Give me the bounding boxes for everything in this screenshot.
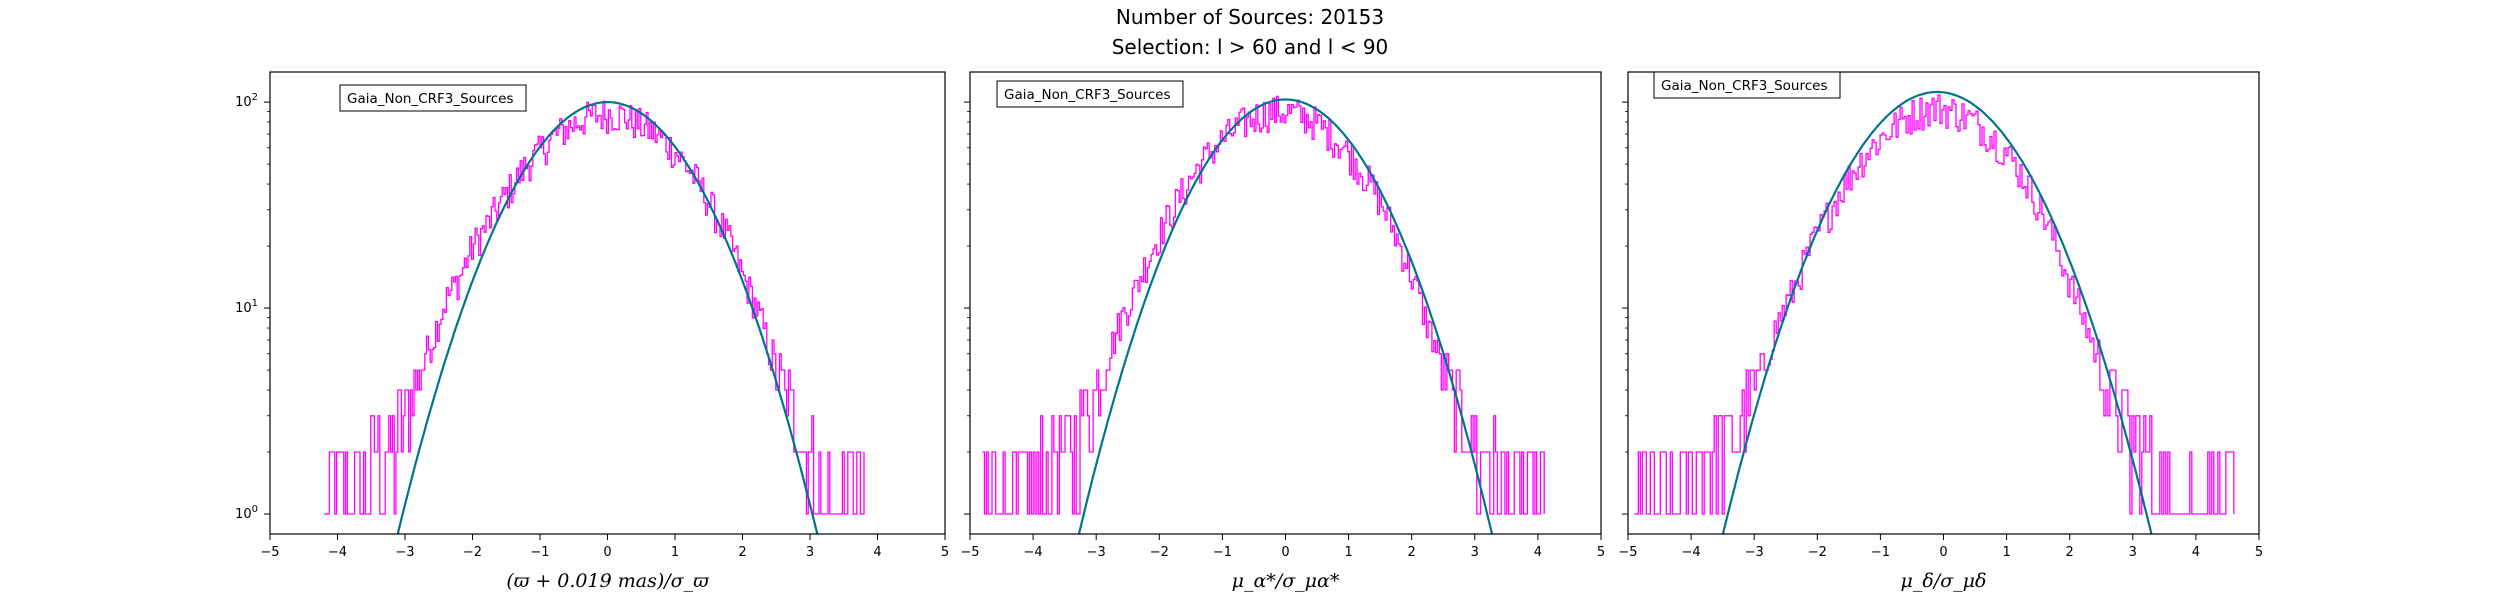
legend-label: Gaia_Non_CRF3_Sources	[1004, 87, 1170, 103]
y-tick-base: 10	[235, 507, 252, 522]
x-tick-label: −1	[1213, 545, 1232, 560]
legend-label: Gaia_Non_CRF3_Sources	[1661, 78, 1827, 94]
chart-panel-3: −5 −4 −3 −2 −1 0 1 2 3 4 5 μ_δ/σ_μδ Gaia_Non_CRF3_So…	[1618, 71, 2263, 592]
x-tick-label: 4	[2192, 545, 2200, 560]
histogram-series-3	[1634, 94, 2235, 515]
x-tick-label: −3	[1087, 545, 1106, 560]
x-tick-label: −5	[960, 545, 979, 560]
x-tick-label: 5	[2255, 545, 2263, 560]
x-tick-label: 3	[2129, 545, 2137, 560]
y-tick-label: 100	[235, 504, 258, 522]
legend-box	[1653, 71, 1841, 99]
x-tick-label: 1	[2002, 545, 2010, 560]
gaussian-fit-curve-2	[1077, 98, 1494, 534]
chart-panel-2: −5 −4 −3 −2 −1 0 1 2 3 4 5 μ_α*/σ_μα* Gaia_Non_CRF3_…	[960, 71, 1605, 592]
x-tick-label: 3	[1471, 545, 1479, 560]
x-tick-label: 0	[603, 545, 611, 560]
y-tick-exponent: 0	[252, 504, 258, 515]
x-tick-label: 5	[1597, 545, 1605, 560]
x-tick-label: −5	[260, 545, 279, 560]
y-tick-label: 102	[235, 92, 258, 110]
x-tick-label: −3	[1745, 545, 1764, 560]
x-tick-label: −1	[1871, 545, 1890, 560]
histogram-series-2	[982, 95, 1545, 515]
legend-box	[996, 80, 1184, 108]
gaussian-fit-curve-3	[1721, 90, 2153, 534]
figure-title: Number of Sources: 20153	[1115, 5, 1385, 29]
x-axis-label: μ_δ/σ_μδ	[1901, 570, 1987, 592]
x-tick-label: 1	[671, 545, 679, 560]
x-tick-label: −4	[1024, 545, 1043, 560]
x-tick-label: 2	[738, 545, 746, 560]
x-tick-label: −4	[1682, 545, 1701, 560]
x-tick-label: 4	[873, 545, 881, 560]
gaussian-fit-curve-1	[396, 100, 819, 534]
x-tick-label: 2	[1408, 545, 1416, 560]
y-tick-exponent: 1	[252, 298, 258, 309]
x-tick-label: −3	[395, 545, 414, 560]
x-tick-label: −4	[328, 545, 347, 560]
figure-subtitle: Selection: l > 60 and l < 90	[1111, 35, 1389, 59]
x-tick-label: 5	[941, 545, 949, 560]
x-tick-label: −2	[1150, 545, 1169, 560]
histogram-series-1	[324, 100, 865, 515]
y-tick-exponent: 2	[252, 92, 258, 103]
x-tick-label: 3	[806, 545, 814, 560]
x-axis-label: (ϖ + 0.019 mas)/σ_ϖ	[506, 570, 709, 592]
y-tick-base: 10	[235, 95, 252, 110]
x-tick-label: 4	[1534, 545, 1542, 560]
x-tick-label: 0	[1939, 545, 1947, 560]
x-tick-label: −5	[1618, 545, 1637, 560]
y-tick-base: 10	[235, 301, 252, 316]
x-tick-label: −2	[1808, 545, 1827, 560]
x-tick-label: 2	[2066, 545, 2074, 560]
x-tick-label: −2	[463, 545, 482, 560]
x-axis-label: μ_α*/σ_μα*	[1232, 570, 1340, 592]
legend-label: Gaia_Non_CRF3_Sources	[347, 91, 513, 107]
legend-box	[339, 84, 527, 112]
y-tick-label: 101	[235, 298, 258, 316]
x-tick-label: 0	[1281, 545, 1289, 560]
x-tick-label: 1	[1344, 545, 1352, 560]
x-tick-label: −1	[530, 545, 549, 560]
